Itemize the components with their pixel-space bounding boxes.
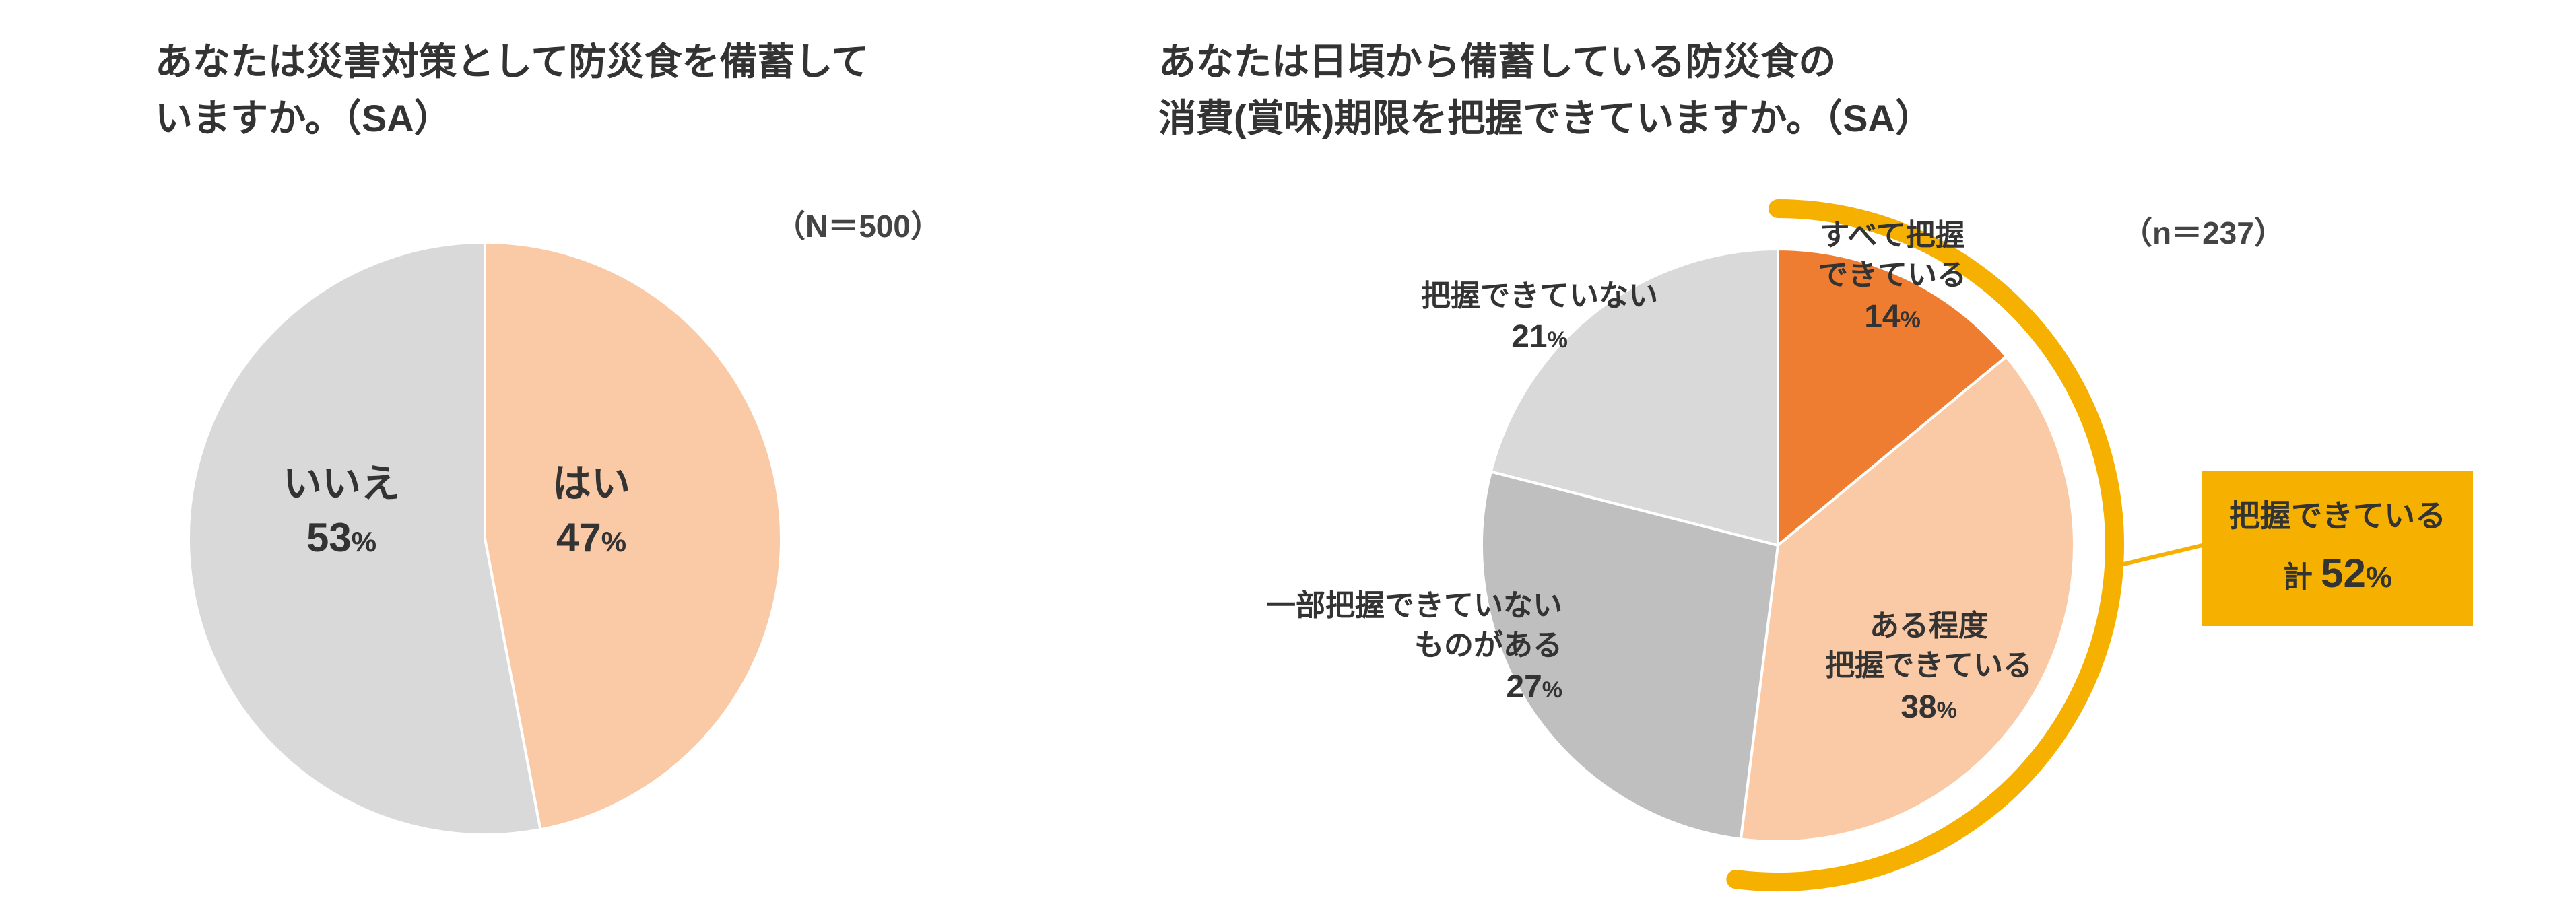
right_chart-slice-value-num-1: 38 bbox=[1901, 689, 1936, 725]
right_chart-slice-value-0: 14% bbox=[1818, 296, 1967, 339]
right_chart-callout-line1: 把握できている bbox=[2229, 491, 2446, 541]
percent-sign: % bbox=[1548, 327, 1568, 353]
right_chart-slice-label-line1-0: すべて把握 bbox=[1818, 215, 1967, 255]
right_chart-slice-value-1: 38% bbox=[1825, 686, 2033, 730]
right_chart-slice-label-line1-1: ある程度 bbox=[1825, 606, 2033, 646]
right_chart-slice-label-0: すべて把握できている14% bbox=[1818, 215, 1967, 339]
right_chart-slice-label-line2-0: できている bbox=[1818, 255, 1967, 295]
right_chart-callout-suffix: % bbox=[2366, 561, 2392, 594]
right_chart-callout: 把握できている計 52% bbox=[2202, 471, 2473, 626]
percent-sign: % bbox=[1901, 307, 1921, 333]
right_chart-svg bbox=[0, 0, 2576, 923]
right_chart-callout-connector bbox=[2114, 545, 2202, 566]
right_chart-slice-label-1: ある程度把握できている38% bbox=[1825, 606, 2033, 730]
right_chart-callout-prefix: 計 bbox=[2283, 561, 2321, 594]
right_chart-callout-value: 52 bbox=[2321, 551, 2366, 596]
right_chart-slice-label-line1-2: 一部把握できていない bbox=[1266, 586, 1562, 625]
percent-sign: % bbox=[1937, 697, 1957, 723]
right_chart-slice-value-3: 21% bbox=[1421, 316, 1658, 360]
right_chart-slice-label-line1-3: 把握できていない bbox=[1421, 276, 1658, 316]
right_chart-callout-line2: 計 52% bbox=[2229, 541, 2446, 606]
right_chart-slice-value-num-3: 21 bbox=[1511, 319, 1547, 355]
right_chart-slice-label-line2-1: 把握できている bbox=[1825, 646, 2033, 685]
percent-sign: % bbox=[1542, 677, 1562, 703]
right_chart-slice-value-num-0: 14 bbox=[1864, 299, 1900, 335]
right_chart-slice-label-2: 一部把握できていないものがある27% bbox=[1266, 586, 1562, 710]
right_chart-slice-label-line2-2: ものがある bbox=[1266, 625, 1562, 665]
right_chart-slice-value-num-2: 27 bbox=[1506, 669, 1542, 705]
right_chart-slice-value-2: 27% bbox=[1266, 666, 1562, 710]
right_chart-slice-label-3: 把握できていない21% bbox=[1421, 276, 1658, 360]
